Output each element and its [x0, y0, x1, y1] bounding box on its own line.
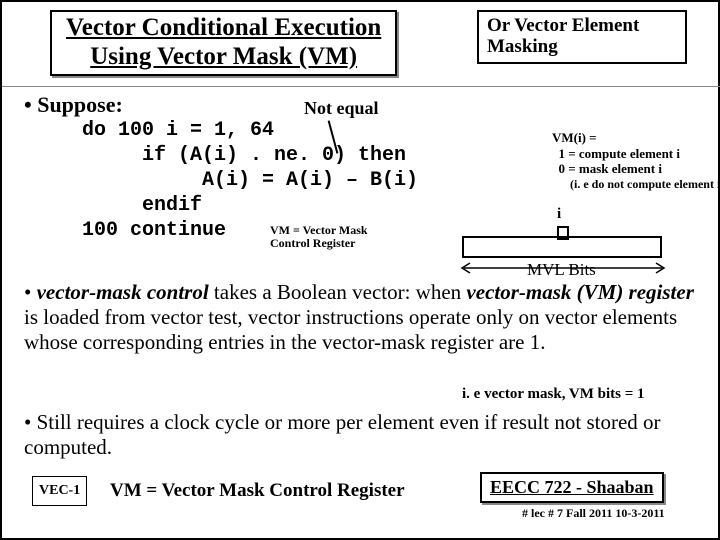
mvl-register-box: [462, 236, 662, 258]
alt-title: Or Vector Element Masking: [487, 15, 639, 57]
code-l5: 100 continue: [82, 219, 226, 242]
suppose-label: • Suppose:: [24, 92, 123, 118]
code-l3: A(i) = A(i) – B(i): [82, 169, 418, 192]
vmi-zero-note: (i. e do not compute element i): [552, 177, 720, 191]
vm-register-label: VM = Vector Mask Control Register: [270, 224, 368, 250]
vec1-box: VEC-1: [32, 476, 87, 506]
b2e: is loaded from vector test, vector instr…: [24, 305, 677, 354]
vmi-head: VM(i) =: [552, 130, 720, 146]
divider-line: [2, 86, 720, 87]
b2c: takes a Boolean vector: when: [209, 280, 467, 304]
vmi-zero: 0 = mask element i: [552, 161, 720, 177]
code-l1: do 100 i = 1, 64: [82, 119, 274, 142]
vmi-legend: VM(i) = 1 = compute element i 0 = mask e…: [552, 130, 720, 191]
mvl-arrow: [458, 261, 668, 275]
vec1-label: VEC-1: [39, 483, 80, 498]
code-l4: endif: [82, 194, 202, 217]
bullet-vector-mask: • vector-mask control takes a Boolean ve…: [24, 280, 704, 354]
bullet-clock-cycle: • Still requires a clock cycle or more p…: [24, 410, 704, 460]
course-box: EECC 722 - Shaaban: [480, 472, 664, 503]
i-label: i: [557, 206, 561, 223]
main-title-box: Vector Conditional Execution Using Vecto…: [50, 10, 397, 76]
mask-bits-note: i. e vector mask, VM bits = 1: [462, 386, 645, 403]
not-equal-label: Not equal: [304, 98, 379, 119]
vm-footer-label: VM = Vector Mask Control Register: [110, 480, 405, 502]
course-label: EECC 722 - Shaaban: [490, 477, 654, 497]
b2a: •: [24, 280, 37, 304]
b2d: vector-mask (VM) register: [466, 280, 693, 304]
lecture-footer: # lec # 7 Fall 2011 10-3-2011: [522, 506, 665, 521]
alt-title-box: Or Vector Element Masking: [477, 10, 687, 64]
b2b: vector-mask control: [37, 280, 209, 304]
main-title: Vector Conditional Execution Using Vecto…: [66, 14, 381, 70]
vmi-one: 1 = compute element i: [552, 146, 720, 162]
code-l2: if (A(i) . ne. 0) then: [82, 144, 406, 167]
